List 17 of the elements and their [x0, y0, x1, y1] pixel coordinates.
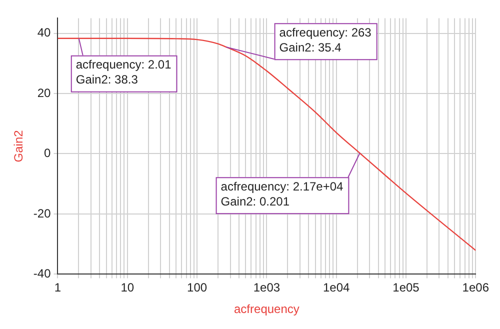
y-tick-label: 20	[37, 86, 52, 100]
x-tick-label: 1e04	[323, 280, 350, 295]
x-tick-label: 1e03	[253, 280, 280, 295]
y-tick-label: 0	[44, 146, 52, 160]
y-tick-label: -20	[33, 206, 52, 220]
y-tick-label: -40	[33, 266, 52, 281]
x-tick-label: 10	[120, 280, 134, 295]
x-tick-label: 1	[54, 280, 62, 295]
x-axis-title: acfrequency	[234, 302, 300, 316]
x-tick-label: 100	[187, 280, 208, 295]
x-tick-label: 1e05	[392, 280, 420, 295]
y-tick-label: 40	[37, 26, 52, 40]
annotation: acfrequency: 2.01 Gain2: 38.3	[76, 58, 172, 87]
y-axis-title: Gain2	[12, 130, 26, 162]
annotation: acfrequency: 263 Gain2: 35.4	[279, 25, 372, 54]
annotation: acfrequency: 2.17e+04 Gain2: 0.201	[220, 179, 344, 208]
x-tick-label: 1e06	[462, 280, 490, 295]
